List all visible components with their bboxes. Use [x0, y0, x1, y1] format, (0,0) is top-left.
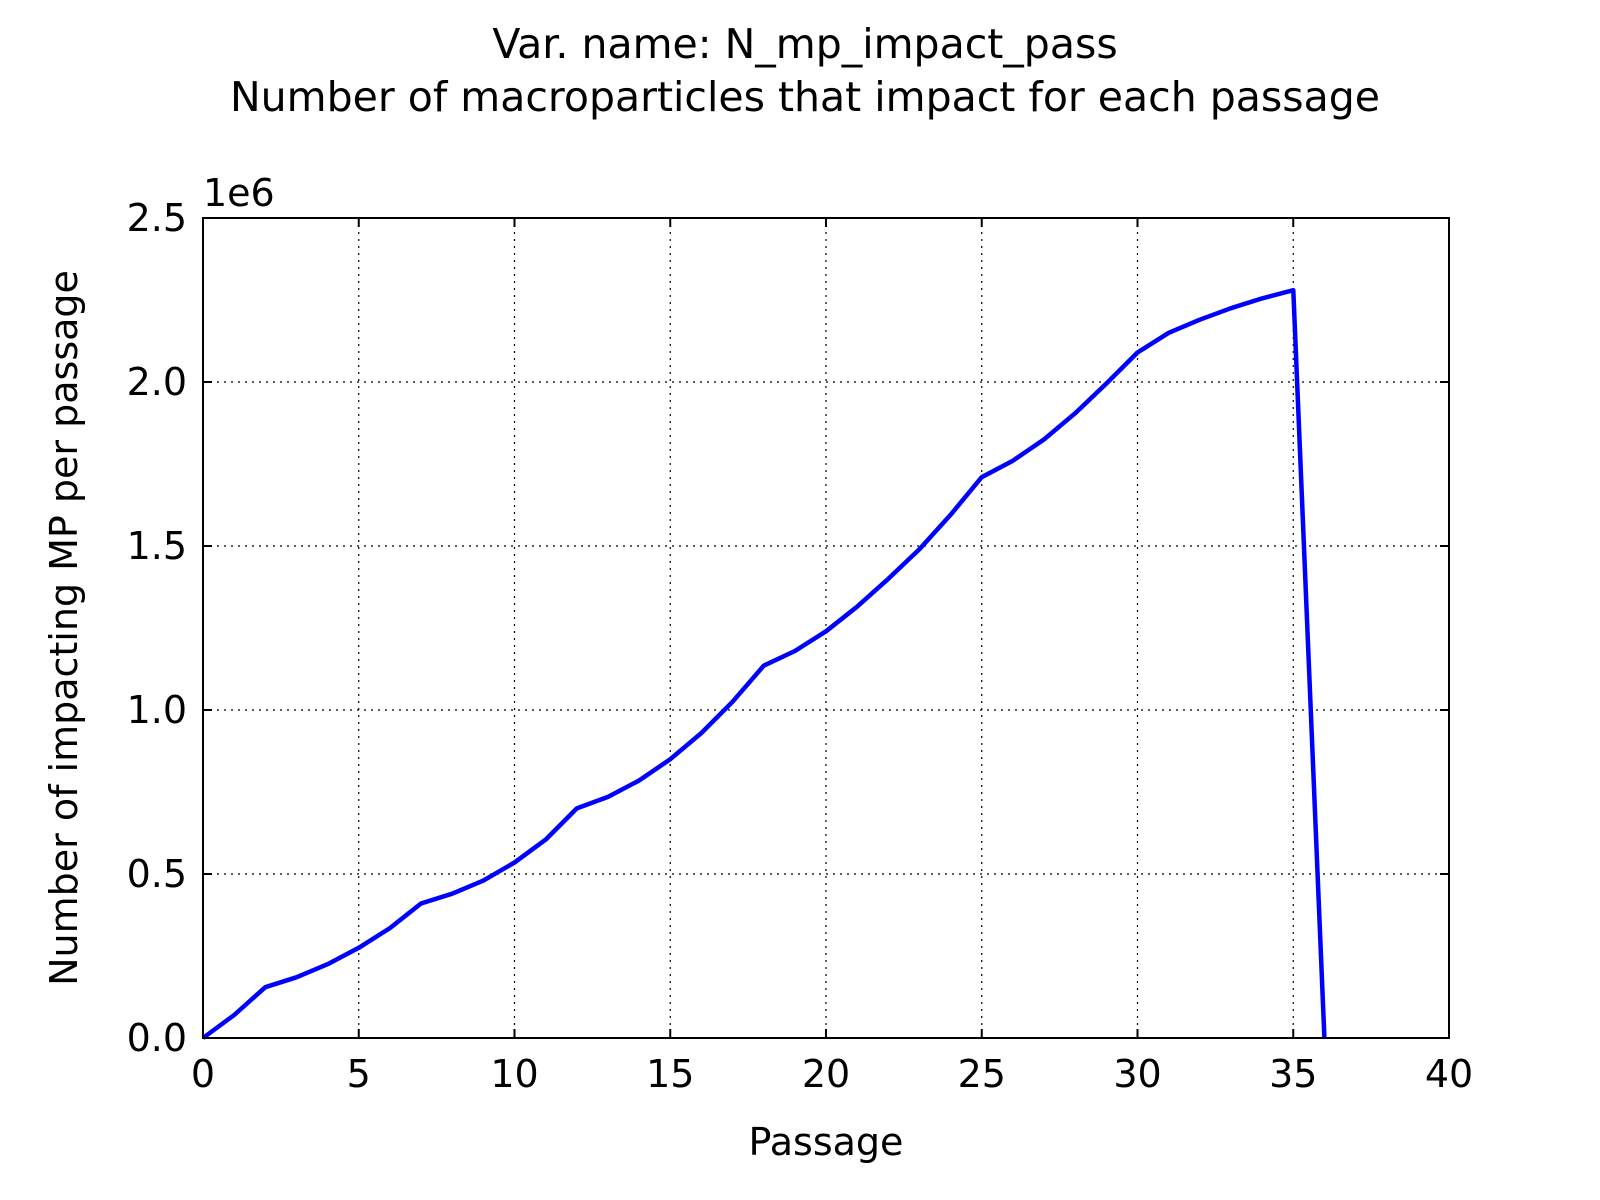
x-tick-label: 20	[802, 1052, 850, 1096]
y-tick-labels: 0.0 0.5 1.0 1.5 2.0 2.5	[127, 196, 187, 1060]
y-tick-label: 0.0	[127, 1016, 187, 1060]
chart-title: Var. name: N_mp_impact_pass	[492, 20, 1117, 68]
series-group	[201, 287, 1327, 1040]
y-axis-label: Number of impacting MP per passage	[42, 270, 86, 986]
x-tick-label: 5	[347, 1052, 371, 1096]
ticks	[202, 217, 1450, 1039]
y-tick-label: 1.0	[127, 688, 187, 732]
x-tick-label: 15	[646, 1052, 694, 1096]
series-line	[201, 287, 1327, 1040]
x-tick-label: 10	[490, 1052, 538, 1096]
x-axis-label: Passage	[749, 1120, 904, 1164]
y-offset-label: 1e6	[203, 171, 275, 215]
x-tick-label: 25	[958, 1052, 1006, 1096]
x-tick-label: 35	[1269, 1052, 1317, 1096]
y-tick-label: 0.5	[127, 852, 187, 896]
x-tick-label: 30	[1113, 1052, 1161, 1096]
y-tick-label: 1.5	[127, 524, 187, 568]
y-tick-label: 2.5	[127, 196, 187, 240]
y-tick-label: 2.0	[127, 360, 187, 404]
x-tick-labels: 0 5 10 15 20 25 30 35 40	[191, 1052, 1473, 1096]
chart-subtitle: Number of macroparticles that impact for…	[230, 73, 1380, 121]
x-tick-label: 0	[191, 1052, 215, 1096]
grid	[203, 218, 1449, 1038]
x-tick-label: 40	[1425, 1052, 1473, 1096]
